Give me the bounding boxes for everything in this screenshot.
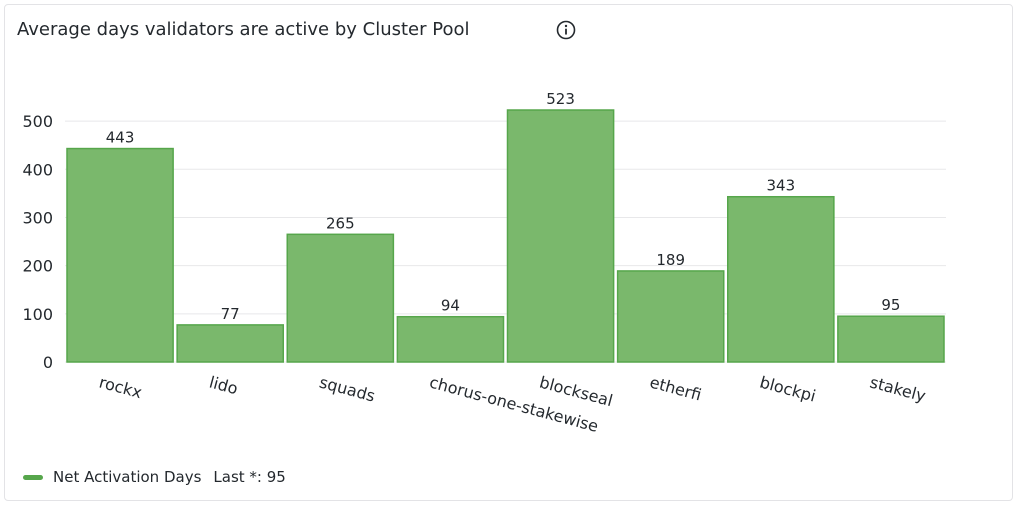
legend-stat-label: Last *: [213,468,262,486]
bar [176,324,284,363]
x-tick-label: lido [207,373,240,399]
legend-swatch [23,474,43,480]
bar [727,195,835,363]
data-label: 94 [441,297,460,315]
data-label: 95 [881,296,900,314]
y-tick-label: 0 [43,353,53,372]
data-label: 189 [656,251,685,269]
data-label: 343 [766,177,795,195]
bar [66,147,174,363]
y-tick-label: 400 [22,160,53,179]
bar [286,233,395,363]
y-tick-label: 300 [22,208,53,227]
x-tick-label: stakely [868,373,928,406]
x-tick-label: etherfi [648,373,704,405]
x-tick-label: rockx [97,373,144,403]
y-tick-label: 200 [22,257,53,276]
x-tick-label: squads [317,373,377,406]
legend-series-name: Net Activation Days [53,468,202,486]
bar [616,270,725,363]
data-label: 523 [546,90,575,108]
x-tick-label: blockpi [758,373,818,406]
data-label: 265 [326,214,355,232]
data-label: 77 [221,305,240,323]
data-label: 443 [106,129,135,147]
chart-panel: Average days validators are active by Cl… [4,4,1013,501]
bar [396,315,505,363]
legend[interactable]: Net Activation Days Last *: 95 [23,467,286,487]
info-icon[interactable] [555,19,577,41]
bar [506,109,615,363]
y-tick-label: 100 [22,305,53,324]
bar [837,315,945,363]
bar-chart: 0 100 200 300 400 500 443 rockx 77 lido 265 squads 9… [22,90,946,436]
legend-stat-value: 95 [266,468,286,486]
y-tick-label: 500 [22,112,53,131]
panel-title: Average days validators are active by Cl… [17,19,470,40]
